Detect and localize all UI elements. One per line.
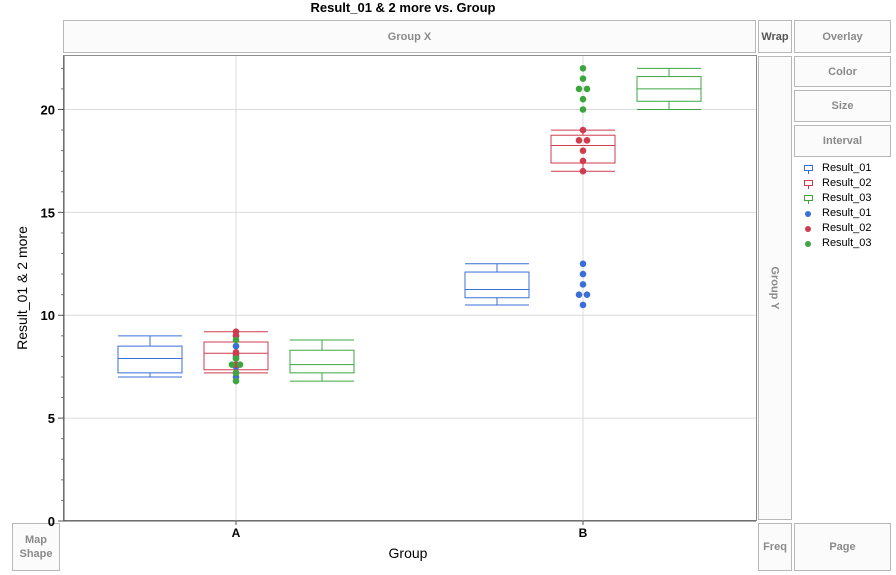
- box-iqr: [464, 271, 530, 299]
- data-point: [232, 355, 240, 362]
- legend-item: Result_01: [803, 206, 893, 221]
- interval-zone[interactable]: Interval: [794, 125, 891, 157]
- x-tick-label: A: [232, 526, 241, 540]
- data-point: [575, 137, 583, 144]
- y-tick-label: 15: [41, 205, 55, 220]
- legend-label: Result_01: [822, 207, 872, 219]
- data-point: [575, 85, 583, 93]
- data-point: [583, 137, 591, 144]
- data-point: [575, 291, 583, 298]
- dot-marker-icon: [803, 224, 815, 234]
- data-point: [579, 75, 587, 82]
- data-point: [579, 106, 587, 113]
- data-point: [236, 361, 244, 368]
- page-label: Page: [829, 541, 856, 553]
- group-x-label: Group X: [387, 30, 432, 43]
- wrap-label: Wrap: [761, 30, 789, 43]
- box-marker-icon: [803, 164, 815, 174]
- legend-label: Result_03: [822, 237, 872, 249]
- box-marker-icon: [803, 179, 815, 189]
- y-tick-label: 20: [41, 102, 55, 117]
- freq-zone[interactable]: Freq: [758, 523, 792, 571]
- legend: Result_01 Result_02 Result_03 Result_01 Resu…: [803, 161, 893, 251]
- dot-marker-icon: [803, 239, 815, 249]
- group-x-zone[interactable]: Group X: [63, 20, 756, 53]
- data-point: [579, 95, 587, 103]
- legend-item: Result_02: [803, 176, 893, 191]
- box-iqr: [289, 349, 355, 374]
- y-axis-label: Result_01 & 2 more: [14, 226, 30, 350]
- data-point: [579, 260, 587, 268]
- map-shape-zone[interactable]: Map Shape: [12, 523, 60, 571]
- data-point: [583, 291, 591, 298]
- freq-label: Freq: [763, 541, 787, 553]
- y-tick-label: 10: [41, 308, 55, 323]
- data-point: [583, 85, 591, 93]
- y-tick-label: 0: [48, 514, 55, 529]
- legend-item: Result_02: [803, 221, 893, 236]
- color-label: Color: [828, 65, 857, 78]
- size-label: Size: [831, 100, 854, 112]
- data-point: [579, 270, 587, 278]
- chart-title: Result_01 & 2 more vs. Group: [310, 0, 496, 15]
- legend-item: Result_03: [803, 236, 893, 251]
- overlay-label: Overlay: [822, 30, 863, 43]
- plot-area[interactable]: [63, 55, 757, 521]
- page-zone[interactable]: Page: [794, 523, 891, 571]
- data-point: [579, 157, 587, 165]
- data-point: [579, 167, 587, 175]
- data-point: [232, 377, 240, 385]
- data-point: [228, 361, 236, 368]
- interval-label: Interval: [822, 135, 863, 147]
- group-y-zone[interactable]: Group Y: [758, 56, 792, 520]
- legend-label: Result_01: [822, 162, 872, 174]
- legend-item: Result_03: [803, 191, 893, 206]
- overlay-zone[interactable]: Overlay: [794, 20, 891, 53]
- data-point: [579, 301, 587, 309]
- data-point: [232, 328, 240, 336]
- box-iqr: [117, 345, 183, 374]
- legend-label: Result_02: [822, 222, 872, 234]
- data-point: [232, 369, 240, 377]
- map-shape-label: Map Shape: [19, 534, 53, 560]
- data-point: [579, 147, 587, 154]
- box-marker-icon: [803, 194, 815, 204]
- size-zone[interactable]: Size: [794, 90, 891, 122]
- data-point: [579, 65, 587, 72]
- dot-marker-icon: [803, 209, 815, 219]
- x-tick-label: B: [579, 526, 588, 540]
- y-tick-label: 5: [48, 411, 55, 426]
- wrap-zone[interactable]: Wrap: [758, 20, 792, 53]
- legend-label: Result_03: [822, 192, 872, 204]
- legend-item: Result_01: [803, 161, 893, 176]
- data-point: [232, 336, 240, 344]
- data-point: [579, 281, 587, 288]
- data-point: [232, 342, 240, 350]
- color-zone[interactable]: Color: [794, 56, 891, 87]
- legend-label: Result_02: [822, 177, 872, 189]
- data-point: [232, 348, 240, 356]
- data-point: [579, 126, 587, 134]
- x-axis-label: Group: [388, 545, 428, 561]
